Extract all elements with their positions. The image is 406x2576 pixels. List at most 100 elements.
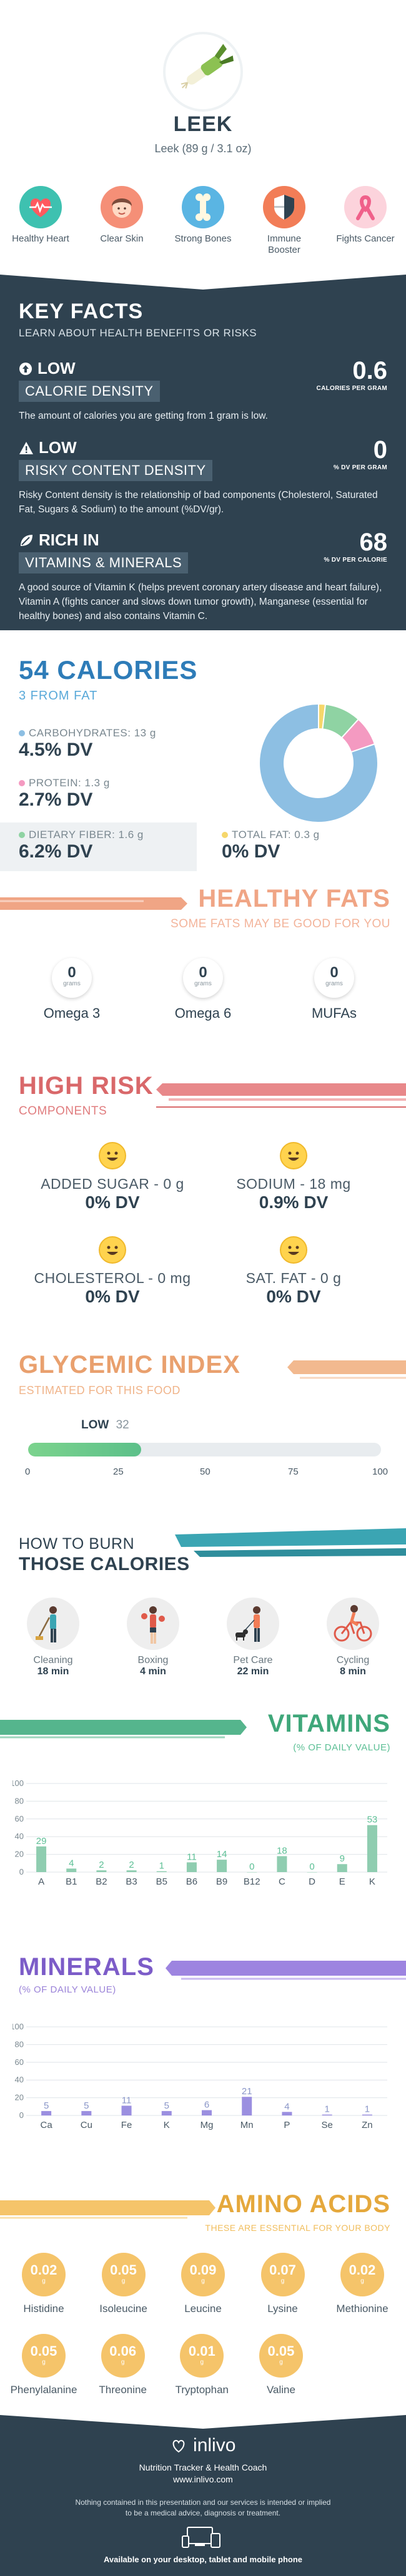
- x-tick-label: B2: [96, 1876, 107, 1887]
- fact-value-block: 0.6 CALORIES PER GRAM: [269, 357, 387, 392]
- footer-url[interactable]: www.inlivo.com: [173, 2474, 233, 2484]
- bar-fe: [121, 2105, 132, 2115]
- fat-unit: grams: [63, 980, 81, 987]
- amino-leucine: 0.09 g Leucine: [166, 2253, 240, 2315]
- burn-title-bottom: THOSE CALORIES: [19, 1554, 190, 1574]
- fact-value: 0.6: [352, 357, 387, 384]
- risk-added-sugar: ADDED SUGAR - 0 g 0% DV: [28, 1142, 197, 1212]
- macro-protein: PROTEIN: 1.3 g 2.7% DV: [19, 777, 219, 811]
- x-tick-label: C: [279, 1876, 285, 1887]
- amino-badge: 0.01 g: [180, 2334, 224, 2378]
- fat-value: 0: [67, 964, 76, 981]
- bar-value-label: 4: [69, 1858, 74, 1868]
- x-tick-label: Mn: [240, 2120, 254, 2130]
- fact-badge: RISKY CONTENT DENSITY: [19, 460, 212, 481]
- amino-badge: 0.05 g: [259, 2334, 303, 2378]
- y-tick-label: 100: [12, 1778, 24, 1788]
- shield-icon: [263, 186, 305, 228]
- amino-name: Lysine: [267, 2303, 298, 2315]
- burn-cycling: Cycling 8 min: [315, 1598, 390, 1677]
- burn-activity: Boxing: [137, 1655, 169, 1666]
- amino-row-1: 0.02 g Histidine 0.05 g Isoleucine 0.09 g Leuc…: [6, 2253, 400, 2315]
- bar-e: [337, 1864, 347, 1872]
- bar-value-label: 1: [159, 1861, 164, 1871]
- bar-value-label: 5: [84, 2100, 89, 2111]
- amino-title: AMINO ACIDS: [216, 2190, 390, 2218]
- amino-name: Phenylalanine: [10, 2384, 77, 2396]
- key-facts-subtitle: LEARN ABOUT HEALTH BENEFITS OR RISKS: [19, 327, 257, 339]
- macro-value: 2.7% DV: [19, 789, 93, 810]
- high-risk-ribbon: [156, 1083, 406, 1108]
- x-tick-label: Ca: [41, 2120, 53, 2130]
- bar-value-label: 5: [164, 2100, 169, 2111]
- high-risk-grid: ADDED SUGAR - 0 g 0% DV SODIUM - 18 mg 0…: [28, 1142, 378, 1307]
- bar-value-label: 21: [242, 2086, 252, 2097]
- x-tick-label: K: [164, 2120, 170, 2130]
- footer-disclaimer-2: to be a medical advice, diagnosis or tre…: [125, 2509, 281, 2517]
- fact-badge: VITAMINS & MINERALS: [19, 552, 189, 573]
- x-tick-label: A: [38, 1876, 44, 1887]
- healthy-fats-title: HEALTHY FATS: [198, 885, 390, 912]
- fat-unit: grams: [194, 980, 212, 987]
- risk-value: 0% DV: [85, 1287, 140, 1306]
- amino-unit: g: [280, 2278, 285, 2285]
- fact-caption: CALORIES PER GRAM: [316, 385, 387, 392]
- fact-caption: % DV PER CALORIE: [324, 557, 387, 564]
- x-tick-label: B3: [126, 1876, 137, 1887]
- key-facts-title: KEY FACTS: [19, 300, 144, 323]
- footer-brand: inlivo: [0, 2435, 406, 2456]
- glycemic-reading: LOW 32: [81, 1418, 129, 1432]
- glycemic-ticks: 0 25 50 75 100: [17, 1466, 392, 1481]
- glycemic-value: 32: [116, 1418, 129, 1432]
- y-tick-label: 60: [15, 1814, 24, 1823]
- y-tick-label: 100: [12, 2022, 24, 2031]
- macro-donut-chart: [259, 703, 379, 823]
- risk-sat-fat: SAT. FAT - 0 g 0% DV: [209, 1236, 378, 1307]
- fat-value: 0: [199, 964, 207, 981]
- bar-value-label: 1: [324, 2104, 329, 2115]
- risk-value: 0% DV: [85, 1193, 140, 1212]
- x-tick-label: Mg: [201, 2120, 214, 2130]
- donut-slice-carbohydrates: [259, 703, 379, 823]
- gi-tick: 50: [200, 1466, 210, 1477]
- amino-badge: 0.02 g: [340, 2253, 384, 2296]
- amino-tryptophan: 0.01 g Tryptophan: [164, 2334, 239, 2396]
- fat-unit: grams: [325, 980, 343, 987]
- benefit-healthy-heart: Healthy Heart: [6, 186, 75, 256]
- amino-methionine: 0.02 g Methionine: [325, 2253, 400, 2315]
- key-facts-section: KEY FACTS LEARN ABOUT HEALTH BENEFITS OR…: [0, 275, 406, 630]
- dog-walking-icon: [227, 1598, 279, 1650]
- amino-name: Histidine: [23, 2303, 64, 2315]
- amino-unit: g: [279, 2359, 283, 2366]
- macro-value: 0% DV: [222, 841, 280, 862]
- y-tick-label: 0: [19, 2110, 24, 2120]
- burn-ribbon: [175, 1528, 406, 1557]
- carbs-dot-icon: [19, 730, 25, 736]
- burn-time: 22 min: [237, 1666, 269, 1677]
- glycemic-level: LOW: [81, 1418, 109, 1432]
- fact-value-block: 0 % DV PER GRAM: [269, 436, 387, 471]
- calories-subtitle: 3 FROM FAT: [19, 689, 98, 703]
- benefit-label: Strong Bones: [174, 233, 232, 244]
- amino-name: Methionine: [336, 2303, 389, 2315]
- y-tick-label: 40: [15, 2075, 24, 2084]
- amino-value: 0.09: [189, 2262, 217, 2278]
- burn-boxing: Boxing 4 min: [116, 1598, 191, 1677]
- amino-name: Threonine: [99, 2384, 147, 2396]
- bone-icon: [182, 186, 224, 228]
- x-tick-label: B12: [244, 1876, 260, 1887]
- footer-available: Available on your desktop, tablet and mo…: [103, 2555, 303, 2564]
- amino-value: 0.05: [267, 2343, 295, 2359]
- x-tick-label: B1: [66, 1876, 77, 1887]
- bar-value-label: 9: [340, 1853, 345, 1864]
- amino-unit: g: [42, 2359, 46, 2366]
- benefit-label: Healthy Heart: [12, 233, 69, 244]
- amino-badge: 0.06 g: [101, 2334, 145, 2378]
- x-tick-label: E: [339, 1876, 345, 1887]
- fat-dot-icon: [222, 832, 228, 838]
- amino-value: 0.02: [349, 2262, 376, 2278]
- benefit-label: Clear Skin: [100, 233, 144, 244]
- minerals-ribbon: [166, 1961, 406, 1980]
- burn-title-top: HOW TO BURN: [19, 1535, 135, 1553]
- bar-p: [282, 2112, 292, 2115]
